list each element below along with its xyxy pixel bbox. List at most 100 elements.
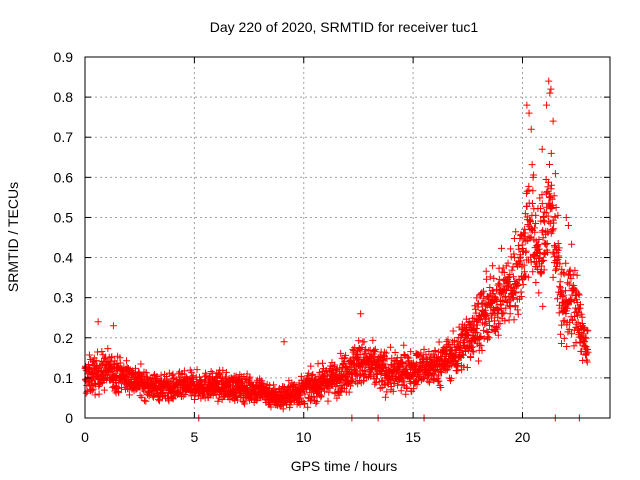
data-point (523, 101, 531, 109)
data-point (483, 328, 491, 336)
data-point (104, 345, 112, 353)
data-point (366, 346, 374, 354)
data-point (125, 391, 133, 399)
data-point (568, 240, 576, 248)
data-point (100, 354, 108, 362)
y-tick-label: 0.5 (54, 209, 74, 225)
data-point (280, 338, 288, 346)
x-axis-title: GPS time / hours (291, 458, 398, 474)
data-point (562, 259, 570, 267)
data-point (519, 281, 527, 289)
data-point (563, 343, 571, 351)
data-point (507, 245, 515, 253)
data-point (557, 330, 565, 338)
data-point (219, 366, 227, 374)
y-axis-title: SRMTID / TECUs (5, 182, 21, 292)
data-point (539, 302, 547, 310)
data-point (482, 267, 490, 275)
data-point (476, 291, 484, 299)
data-point (532, 211, 540, 219)
data-point (490, 274, 498, 282)
data-point (241, 400, 249, 408)
data-point (94, 318, 102, 326)
data-point (549, 273, 557, 281)
data-point (475, 357, 483, 365)
data-point (548, 181, 556, 189)
y-tick-label: 0.7 (54, 129, 74, 145)
data-point (565, 280, 573, 288)
y-tick-label: 0.8 (54, 89, 74, 105)
data-point (527, 125, 535, 133)
data-point (325, 388, 333, 396)
data-point (95, 390, 103, 398)
data-point (547, 85, 555, 93)
data-point (496, 281, 504, 289)
data-point (157, 371, 165, 379)
data-point (214, 397, 222, 405)
y-tick-label: 0.1 (54, 370, 74, 386)
data-point (543, 101, 551, 109)
data-point (435, 338, 443, 346)
data-point (240, 398, 248, 406)
data-point (547, 149, 555, 157)
data-point (485, 334, 493, 342)
data-point (376, 384, 384, 392)
data-point (552, 266, 560, 274)
data-point (91, 391, 99, 399)
data-point (88, 386, 96, 394)
data-point (193, 366, 201, 374)
data-point (529, 187, 537, 195)
grid (85, 57, 610, 418)
data-point (497, 244, 505, 252)
data-point (545, 77, 553, 85)
data-point (583, 358, 591, 366)
data-point (564, 221, 572, 229)
data-point (136, 392, 144, 400)
y-tick-label: 0.9 (54, 49, 74, 65)
data-point (85, 351, 93, 359)
data-point (156, 397, 164, 405)
data-point (155, 396, 163, 404)
data-point (118, 384, 126, 392)
data-point (89, 385, 97, 393)
y-tick-label: 0 (65, 410, 73, 426)
data-point (202, 371, 210, 379)
data-point (525, 109, 533, 117)
data-point (544, 212, 552, 220)
data-point (570, 342, 578, 350)
data-point (532, 279, 540, 287)
data-point (189, 372, 197, 380)
data-point (549, 117, 557, 125)
y-tick-label: 0.3 (54, 290, 74, 306)
data-point (226, 396, 234, 404)
data-point (538, 145, 546, 153)
data-point (304, 403, 312, 411)
x-tick-label: 15 (405, 429, 421, 445)
data-point (124, 364, 132, 372)
data-point (307, 362, 315, 370)
data-point (478, 289, 486, 297)
data-point (201, 369, 209, 377)
data-point (140, 397, 148, 405)
data-point (528, 161, 536, 169)
data-point (82, 389, 90, 397)
data-point (137, 360, 145, 368)
data-point (100, 386, 108, 394)
data-point (179, 392, 187, 400)
data-point (546, 161, 554, 169)
data-point (583, 356, 591, 364)
data-point (467, 353, 475, 361)
data-point (163, 392, 171, 400)
data-point (222, 368, 230, 376)
data-point (109, 322, 117, 330)
data-point (142, 369, 150, 377)
data-point (246, 373, 254, 381)
x-tick-label: 20 (515, 429, 531, 445)
data-point (142, 397, 150, 405)
chart-title: Day 220 of 2020, SRMTID for receiver tuc… (210, 19, 479, 35)
data-point (216, 371, 224, 379)
data-point (208, 369, 216, 377)
data-point (535, 289, 543, 297)
data-point (489, 262, 497, 270)
